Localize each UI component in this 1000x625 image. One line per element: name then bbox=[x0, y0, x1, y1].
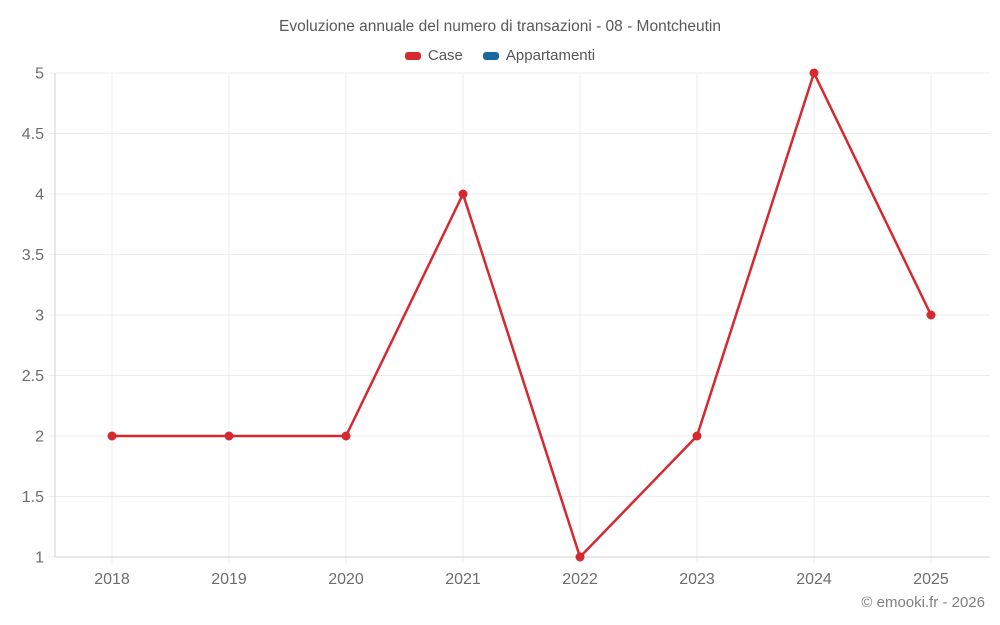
y-axis-tick-label: 4.5 bbox=[22, 126, 44, 143]
data-point-case-2025[interactable] bbox=[926, 310, 936, 320]
chart-title: Evoluzione annuale del numero di transaz… bbox=[278, 18, 721, 35]
x-axis-tick-label: 2023 bbox=[679, 571, 715, 588]
data-point-case-2019[interactable] bbox=[224, 431, 234, 441]
x-axis-tick-label: 2018 bbox=[94, 571, 130, 588]
data-point-case-2024[interactable] bbox=[809, 68, 819, 78]
legend-swatch-appartamenti-icon bbox=[482, 51, 499, 60]
y-axis-tick-label: 3.5 bbox=[22, 247, 44, 264]
legend-item-appartamenti[interactable]: Appartamenti bbox=[482, 47, 596, 64]
x-axis-tick-label: 2021 bbox=[445, 571, 481, 588]
y-axis-tick-label: 3 bbox=[35, 308, 44, 325]
x-axis-tick-label: 2019 bbox=[211, 571, 247, 588]
y-axis-tick-label: 2.5 bbox=[22, 368, 44, 385]
legend-item-case[interactable]: Case bbox=[404, 47, 463, 64]
series-line-case bbox=[112, 71, 933, 559]
y-axis-tick-label: 4 bbox=[35, 187, 44, 204]
x-axis-tick-label: 2020 bbox=[328, 571, 364, 588]
data-point-case-2022[interactable] bbox=[575, 552, 585, 562]
y-axis-tick-label: 2 bbox=[35, 429, 44, 446]
legend-label-case: Case bbox=[427, 47, 463, 64]
data-point-case-2021[interactable] bbox=[458, 189, 468, 199]
data-point-case-2018[interactable] bbox=[107, 431, 117, 441]
legend-label-appartamenti: Appartamenti bbox=[505, 47, 596, 64]
x-axis-tick-label: 2025 bbox=[913, 571, 949, 588]
y-axis-tick-label: 1 bbox=[35, 550, 44, 567]
x-axis-tick-label: 2024 bbox=[796, 571, 832, 588]
y-axis-tick-label: 1.5 bbox=[22, 489, 44, 506]
data-point-case-2023[interactable] bbox=[692, 431, 702, 441]
y-axis-tick-label: 5 bbox=[35, 66, 44, 83]
legend-swatch-case-icon bbox=[404, 51, 421, 60]
data-point-case-2020[interactable] bbox=[341, 431, 351, 441]
x-axis-tick-label: 2022 bbox=[562, 571, 598, 588]
footer-credit: © emooki.fr - 2026 bbox=[861, 594, 985, 611]
chart-legend: Case Appartamenti bbox=[0, 47, 1000, 64]
